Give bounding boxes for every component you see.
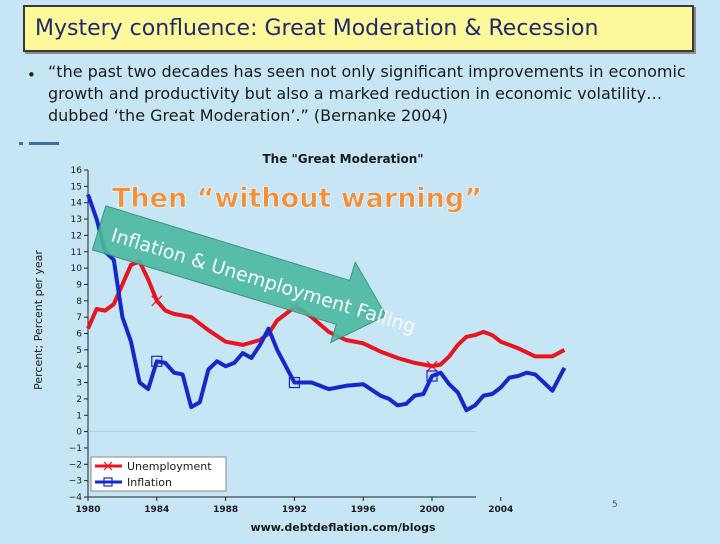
legend-marker — [103, 461, 113, 471]
x-tick-label: 1988 — [213, 505, 238, 515]
y-tick-label: 10 — [71, 264, 83, 274]
y-tick-label: 12 — [71, 231, 82, 241]
y-tick-label: 15 — [71, 182, 82, 192]
x-tick-label: 2000 — [419, 505, 444, 515]
inflation-marker — [426, 370, 438, 382]
y-tick-label: 7 — [76, 313, 82, 323]
slide-title: Mystery confluence: Great Moderation & R… — [35, 16, 599, 41]
y-axis-label: Percent; Percent per year — [32, 250, 45, 390]
y-tick-label: 13 — [71, 215, 82, 225]
corner-mark: 5 — [612, 500, 618, 510]
inflation-marker — [151, 355, 163, 367]
y-tick-label: 5 — [76, 346, 82, 356]
marker-stroke — [151, 295, 163, 307]
y-tick-label: 1 — [76, 411, 82, 421]
y-tick-label: 11 — [71, 248, 82, 258]
marker-stroke — [426, 360, 438, 372]
unemployment-marker — [426, 360, 438, 372]
x-tick-label: 1984 — [144, 505, 169, 515]
series-line-inflation — [86, 193, 567, 413]
inflation-marker — [288, 376, 300, 389]
y-tick-label: 6 — [76, 330, 82, 340]
y-tick-label: 4 — [76, 362, 82, 372]
legend-label-unemployment: Unemployment — [127, 460, 212, 473]
y-tick-label: −3 — [69, 477, 82, 487]
y-tick-label: −2 — [69, 460, 82, 470]
legend-label-inflation: Inflation — [127, 476, 172, 489]
arrow-shape — [91, 205, 387, 344]
y-tick-label: 3 — [76, 379, 82, 389]
chart-source: www.debtdeflation.com/blogs — [250, 521, 436, 534]
y-tick-label: 2 — [76, 395, 82, 405]
y-tick-label: 9 — [76, 280, 82, 290]
x-tick-label: 1996 — [351, 505, 376, 515]
decorative-dash — [29, 142, 59, 145]
y-tick-label: 16 — [71, 166, 83, 176]
unemployment-marker — [151, 295, 163, 307]
y-tick-label: −4 — [69, 493, 83, 503]
x-tick-label: 2004 — [488, 505, 513, 515]
chart-title: The "Great Moderation" — [262, 152, 423, 166]
decorative-dash — [19, 142, 23, 145]
y-tick-label: 0 — [76, 428, 82, 438]
overlay-headline: Then “without warning” — [112, 183, 482, 214]
bullet-dot-icon: • — [27, 66, 36, 84]
slide-title-box: Mystery confluence: Great Moderation & R… — [23, 5, 694, 52]
x-tick-label: 1980 — [75, 505, 100, 515]
y-tick-label: 14 — [71, 199, 83, 209]
y-tick-label: −1 — [69, 444, 82, 454]
legend-marker — [103, 477, 113, 487]
x-tick-label: 1992 — [282, 505, 307, 515]
y-tick-label: 8 — [76, 297, 82, 307]
bullet-quote: “the past two decades has seen not only … — [48, 62, 686, 125]
legend-box — [90, 456, 227, 492]
